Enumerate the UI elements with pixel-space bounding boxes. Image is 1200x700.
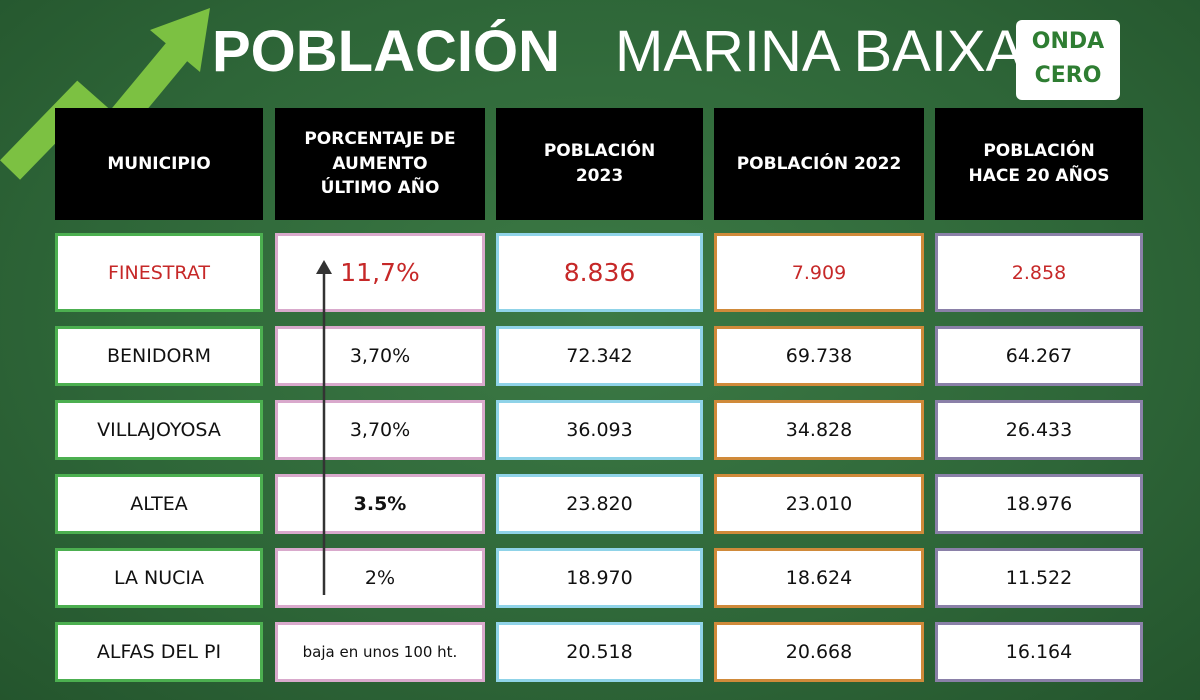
- table-cell: ALTEA: [55, 474, 263, 534]
- table-cell: 11.522: [935, 548, 1143, 608]
- table-cell: 7.909: [714, 233, 924, 312]
- table-cell: 18.624: [714, 548, 924, 608]
- table-cell: 2%: [275, 548, 485, 608]
- table-cell: BENIDORM: [55, 326, 263, 386]
- table-cell: 11,7%: [275, 233, 485, 312]
- column-header: POBLACIÓN 2023: [496, 108, 703, 220]
- table-cell: VILLAJOYOSA: [55, 400, 263, 460]
- logo-text: ONDA: [1032, 29, 1104, 54]
- column-header: MUNICIPIO: [55, 108, 263, 220]
- table-cell: 18.976: [935, 474, 1143, 534]
- table-cell: 69.738: [714, 326, 924, 386]
- table-cell: LA NUCIA: [55, 548, 263, 608]
- table-cell: 72.342: [496, 326, 703, 386]
- table-cell: 20.668: [714, 622, 924, 682]
- table-cell: 20.518: [496, 622, 703, 682]
- table-cell: 64.267: [935, 326, 1143, 386]
- table-cell: 3,70%: [275, 326, 485, 386]
- column-header: PORCENTAJE DE AUMENTO ÚLTIMO AÑO: [275, 108, 485, 220]
- logo-box: [1016, 20, 1120, 100]
- table-cell: 23.010: [714, 474, 924, 534]
- subtitle: MARINA BAIXA: [615, 19, 1025, 84]
- table-cell: 23.820: [496, 474, 703, 534]
- table-cell: 3,70%: [275, 400, 485, 460]
- table-cell: ALFAS DEL PI: [55, 622, 263, 682]
- logo-text: CERO: [1035, 63, 1102, 88]
- table-cell: 18.970: [496, 548, 703, 608]
- table-cell: 16.164: [935, 622, 1143, 682]
- table-cell: 36.093: [496, 400, 703, 460]
- trend-arrow-head: [150, 8, 210, 72]
- table-cell: FINESTRAT: [55, 233, 263, 312]
- table-cell: 34.828: [714, 400, 924, 460]
- column-header: POBLACIÓN 2022: [714, 108, 924, 220]
- table-cell: 2.858: [935, 233, 1143, 312]
- table-cell: 8.836: [496, 233, 703, 312]
- title: POBLACIÓN: [212, 19, 560, 84]
- column-header: POBLACIÓN HACE 20 AÑOS: [935, 108, 1143, 220]
- table-cell: baja en unos 100 ht.: [275, 622, 485, 682]
- table-cell: 26.433: [935, 400, 1143, 460]
- table-cell: 3.5%: [275, 474, 485, 534]
